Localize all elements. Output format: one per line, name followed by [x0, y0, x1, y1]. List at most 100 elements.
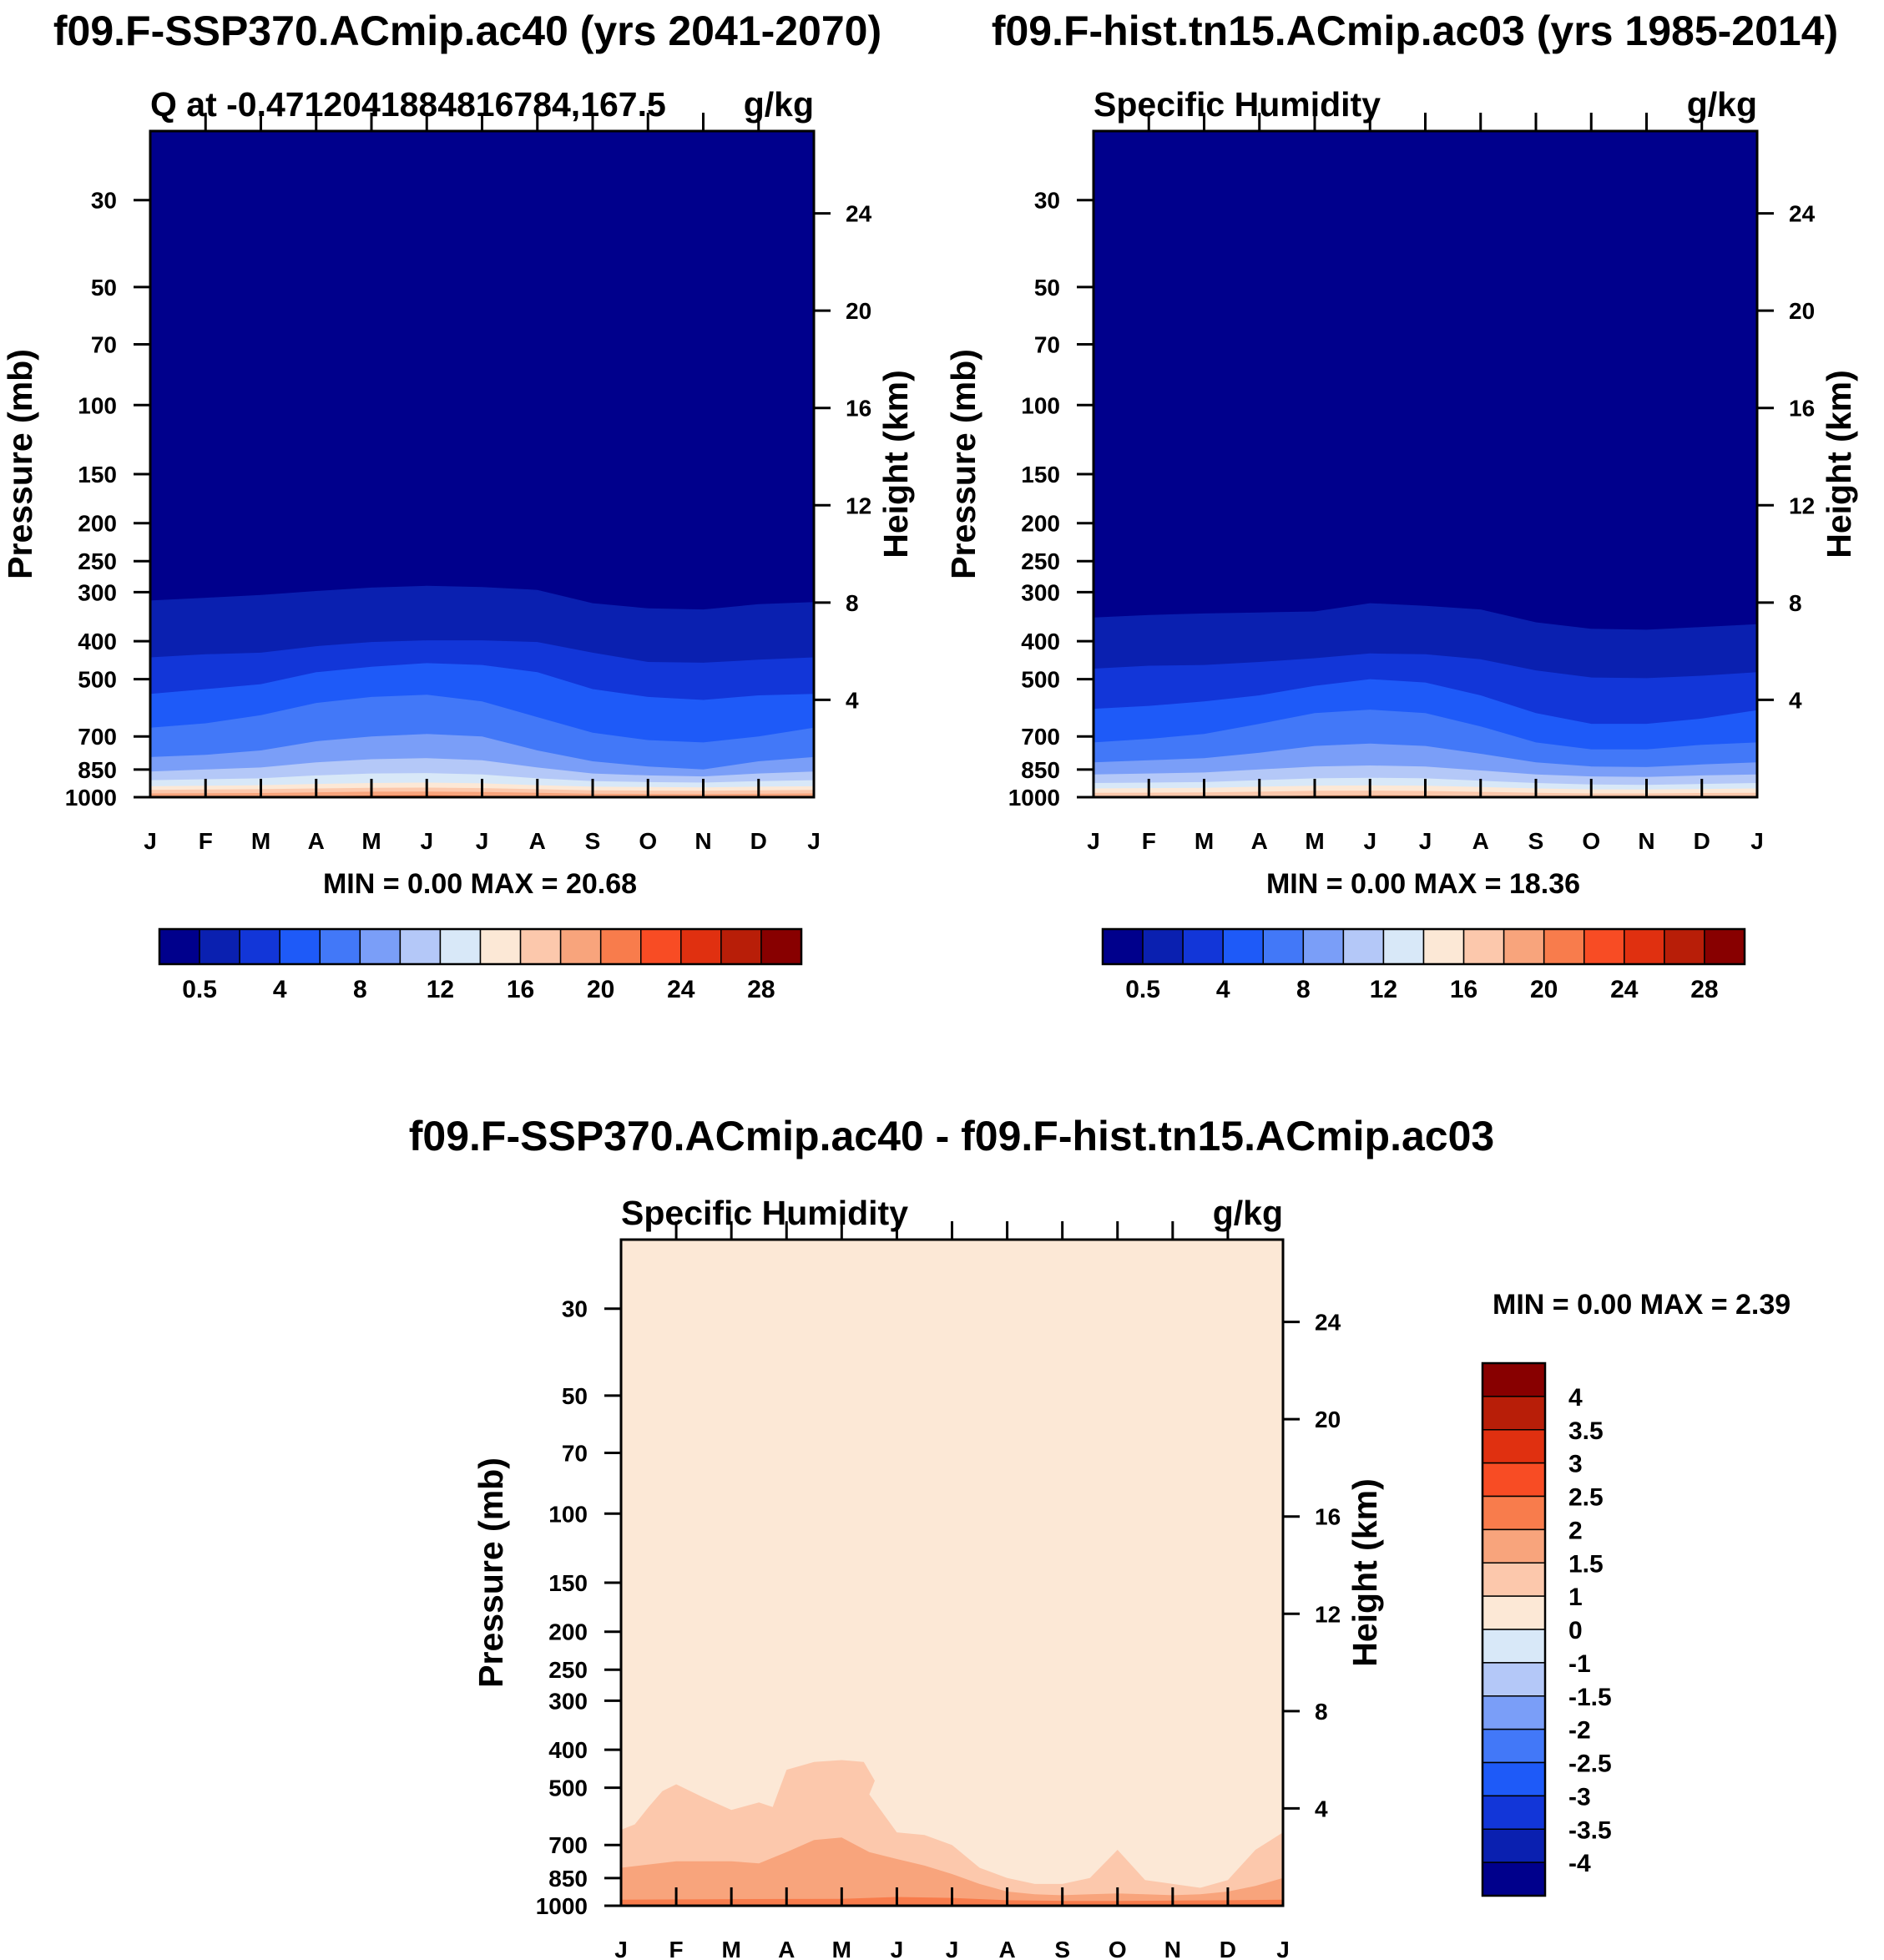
minmax-text: MIN = 0.00 MAX = 2.39	[1493, 1289, 1791, 1321]
x-tick-label: A	[529, 828, 546, 854]
x-tick-label: D	[750, 828, 767, 854]
x-tick-label: A	[1251, 828, 1268, 854]
x-tick-label: N	[695, 828, 711, 854]
y-axis-title: Pressure (mb)	[472, 1457, 510, 1688]
panel-title: f09.F-SSP370.ACmip.ac40 - f09.F-hist.tn1…	[409, 1113, 1494, 1159]
colorbar-box	[1482, 1662, 1546, 1697]
y2-tick-label: 16	[846, 396, 871, 422]
y2-tick-label: 16	[1315, 1504, 1341, 1530]
colorbar-box	[1382, 928, 1425, 965]
y2-tick-label: 20	[846, 298, 871, 324]
colorbar-label: 8	[1296, 976, 1311, 1003]
x-tick-label: M	[251, 828, 270, 854]
colorbar-box	[1302, 928, 1345, 965]
colorbar-box	[1664, 928, 1705, 965]
x-tick-label: D	[1220, 1937, 1236, 1960]
x-tick-label: O	[1582, 828, 1600, 854]
y-tick-label: 70	[562, 1441, 588, 1467]
colorbar-box	[519, 928, 562, 965]
colorbar-label: 28	[1690, 976, 1718, 1003]
x-tick-label: A	[1472, 828, 1489, 854]
y2-tick-label: 16	[1789, 396, 1815, 422]
x-tick-label: A	[998, 1937, 1015, 1960]
colorbar-box	[479, 928, 522, 965]
colorbar-label: 24	[1610, 976, 1639, 1003]
x-tick-label: J	[807, 828, 821, 854]
colorbar-box	[1482, 1562, 1546, 1597]
y-tick-label: 300	[78, 579, 117, 605]
y-tick-label: 250	[1021, 548, 1060, 574]
y-tick-label: 70	[1034, 332, 1060, 358]
y-tick-label: 100	[78, 392, 117, 418]
y-tick-label: 700	[548, 1832, 588, 1858]
colorbar-label: 20	[1530, 976, 1558, 1003]
y-tick-label: 400	[548, 1737, 588, 1763]
x-tick-label: O	[639, 828, 657, 854]
left-string: Specific Humidity	[1094, 85, 1381, 124]
colorbar-box	[559, 928, 602, 965]
y-tick-label: 50	[91, 275, 117, 301]
colorbar-box	[720, 928, 762, 965]
colorbar-frame	[1101, 927, 1746, 966]
y-tick-label: 400	[78, 629, 117, 654]
x-tick-label: F	[199, 828, 213, 854]
x-tick-label: J	[946, 1937, 959, 1960]
colorbar-box	[599, 928, 642, 965]
colorbar-box	[1482, 1528, 1546, 1563]
x-tick-label: M	[832, 1937, 851, 1960]
colorbar-frame	[1481, 1361, 1547, 1897]
colorbar-box	[1422, 928, 1465, 965]
colorbar-label: 4	[1568, 1384, 1583, 1412]
x-tick-label: N	[1164, 1937, 1181, 1960]
colorbar-box	[399, 928, 442, 965]
y-tick-label: 30	[91, 188, 117, 214]
x-tick-label: S	[1528, 828, 1544, 854]
y-tick-label: 70	[91, 332, 117, 358]
x-tick-label: J	[1363, 828, 1376, 854]
colorbar-label: 8	[353, 976, 367, 1003]
colorbar: 4 3.5 3 2.5 2 1.5 1 0 -1 -1.5 -2 -2.5 -3 -3.5 -4	[1481, 1361, 1612, 1897]
colorbar-box	[1624, 928, 1665, 965]
colorbar-label: 16	[1450, 976, 1477, 1003]
x-tick-label: F	[1142, 828, 1156, 854]
x-tick-label: D	[1694, 828, 1710, 854]
y-axis-title: Pressure (mb)	[944, 349, 982, 579]
y-tick-label: 500	[1021, 667, 1060, 693]
colorbar-box	[1482, 1595, 1546, 1630]
colorbar-box	[319, 928, 361, 965]
y2-tick-label: 12	[846, 493, 871, 518]
colorbar: 0.5 4 8 12 16 20 24 28	[158, 927, 803, 1003]
right-string: g/kg	[744, 85, 814, 124]
colorbar-label: -1.5	[1568, 1684, 1612, 1711]
y-tick-label: 30	[562, 1296, 588, 1322]
x-tick-label: A	[308, 828, 325, 854]
y-tick-label: 50	[1034, 275, 1060, 301]
x-tick-label: J	[420, 828, 433, 854]
x-tick-label: J	[476, 828, 489, 854]
colorbar-label: -3	[1568, 1783, 1591, 1811]
colorbar-box	[1262, 928, 1305, 965]
colorbar-box	[1482, 1695, 1546, 1730]
y-tick-label: 30	[1034, 188, 1060, 214]
x-tick-label: J	[891, 1937, 904, 1960]
x-tick-label: J	[614, 1937, 628, 1960]
y-tick-label: 100	[1021, 392, 1060, 418]
minmax-text: MIN = 0.00 MAX = 20.68	[323, 868, 637, 900]
colorbar-box	[1482, 1761, 1546, 1797]
y-tick-label: 100	[548, 1501, 588, 1527]
colorbar-box	[239, 928, 280, 965]
colorbar-label: 12	[427, 976, 454, 1003]
colorbar-box	[1482, 1495, 1546, 1531]
colorbar-box	[1482, 1429, 1546, 1464]
y-tick-label: 50	[562, 1383, 588, 1409]
colorbar-label: 0	[1568, 1617, 1583, 1644]
contour-band-base	[621, 1240, 1283, 1906]
x-tick-label: S	[1054, 1937, 1070, 1960]
colorbar-box	[1482, 1861, 1546, 1897]
colorbar-label: -2	[1568, 1717, 1591, 1745]
colorbar-box	[1222, 928, 1264, 965]
colorbar-box	[1462, 928, 1505, 965]
colorbar-frame	[158, 927, 803, 966]
y-tick-label: 500	[548, 1776, 588, 1801]
